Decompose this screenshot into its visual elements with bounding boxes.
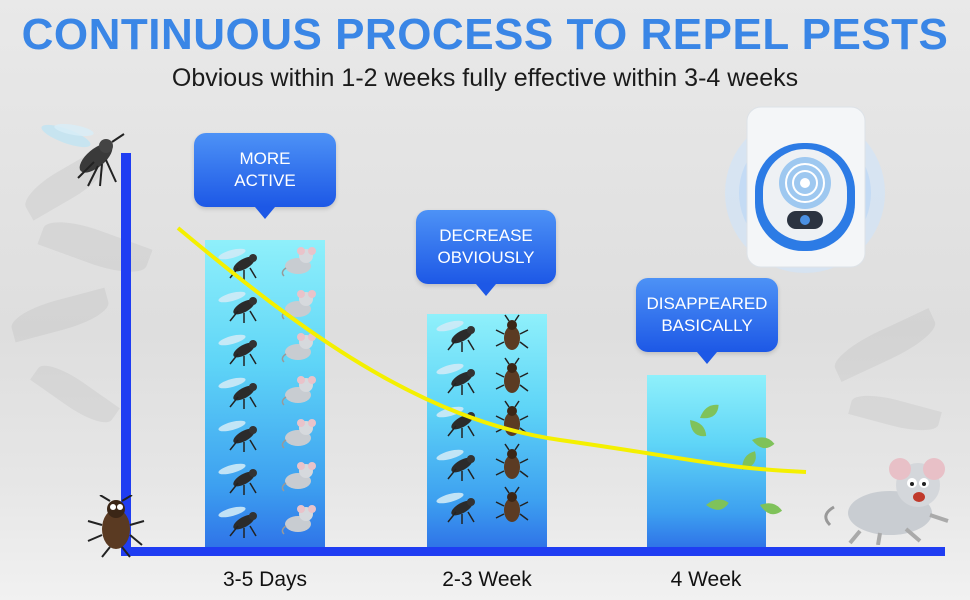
x-tick-label: 3-5 Days (222, 568, 308, 591)
annotation-disappeared-basically: DISAPPEARED BASICALLY (636, 278, 778, 364)
x-tick-label: 2-3 Week (442, 568, 532, 591)
annotation-text: MORE ACTIVE (234, 149, 296, 190)
ultrasonic-repeller-device-icon (725, 106, 885, 273)
foliage-shadow (30, 356, 120, 432)
annotation-text: DISAPPEARED BASICALLY (646, 294, 768, 335)
foliage-shadow (848, 388, 942, 438)
foliage-shadow (828, 308, 942, 382)
bar-2-3-week (427, 313, 547, 547)
x-axis (121, 547, 945, 556)
foliage-shadow (7, 287, 113, 343)
page-subtitle: Obvious within 1-2 weeks fully effective… (171, 64, 799, 92)
y-axis (121, 153, 131, 556)
annotation-more-active: MORE ACTIVE (194, 133, 336, 219)
mouse-icon (824, 458, 949, 545)
x-tick-label: 4 Week (670, 568, 742, 591)
foliage-shadow (37, 212, 153, 282)
annotation-text: DECREASE OBVIOUSLY (437, 226, 535, 267)
page-title: CONTINUOUS PROCESS TO REPEL PESTS (21, 10, 949, 59)
mosquito-icon (41, 123, 125, 187)
cockroach-icon (87, 495, 145, 558)
bar-4-week (647, 375, 766, 547)
bar-3-5-days (205, 240, 325, 547)
annotation-decrease-obviously: DECREASE OBVIOUSLY (416, 210, 556, 296)
